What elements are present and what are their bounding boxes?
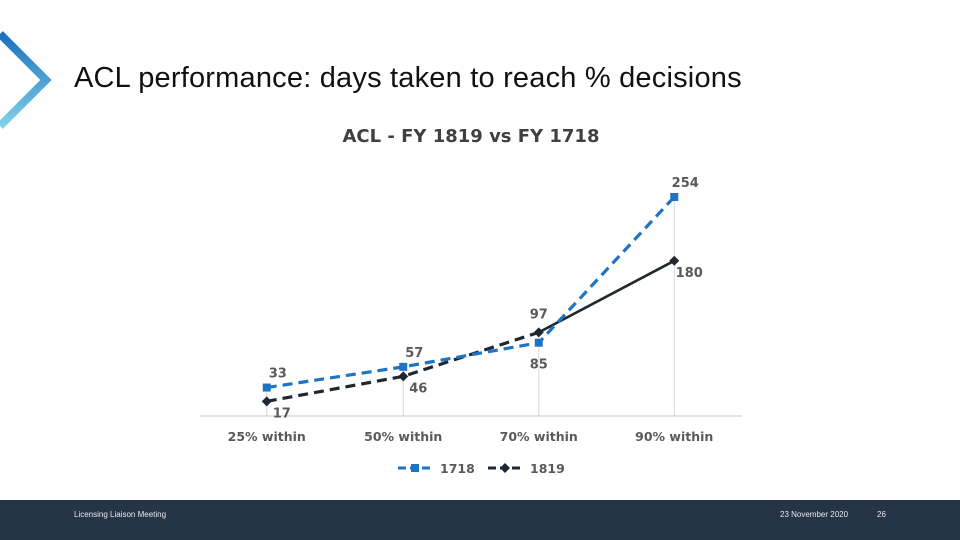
chart-title: ACL - FY 1819 vs FY 1718 [343,126,600,147]
marker-1819 [398,371,409,382]
slide-title: ACL performance: days taken to reach % d… [74,62,742,94]
marker-1718 [534,338,543,347]
data-label-1819: 46 [409,381,427,396]
footer-bar: Licensing Liaison Meeting 23 November 20… [0,500,960,540]
x-tick-label: 90% within [635,429,713,444]
footer-meeting-name: Licensing Liaison Meeting [74,510,167,519]
x-tick-label: 25% within [228,429,306,444]
marker-1718 [399,362,408,371]
data-label-1718: 254 [672,176,699,191]
data-label-1819: 180 [676,266,703,281]
series-line-1819-dashed [266,330,540,403]
marker-1718 [262,383,271,392]
legend-label-1819: 1819 [530,461,565,476]
legend-marker-1718 [411,464,419,472]
x-tick-label: 70% within [500,429,578,444]
footer-date: 23 November 2020 [780,510,849,519]
marker-1819 [533,327,544,338]
series-line-1718 [266,195,676,390]
x-tick-label: 50% within [364,429,442,444]
data-label-1718: 85 [530,358,548,373]
marker-1718 [670,193,679,201]
marker-1819 [669,255,680,266]
chevron-logo-icon [0,31,52,129]
line-chart: ACL - FY 1819 vs FY 1718 25% within 50% wi… [200,126,742,476]
data-label-1718: 33 [269,367,287,382]
page-number: 26 [877,510,886,519]
data-label-1718: 57 [405,346,423,361]
legend-marker-1819 [500,463,510,473]
marker-1819 [261,396,272,407]
data-label-1819: 97 [530,307,548,322]
data-label-1819: 17 [273,406,291,421]
legend-label-1718: 1718 [440,461,475,476]
